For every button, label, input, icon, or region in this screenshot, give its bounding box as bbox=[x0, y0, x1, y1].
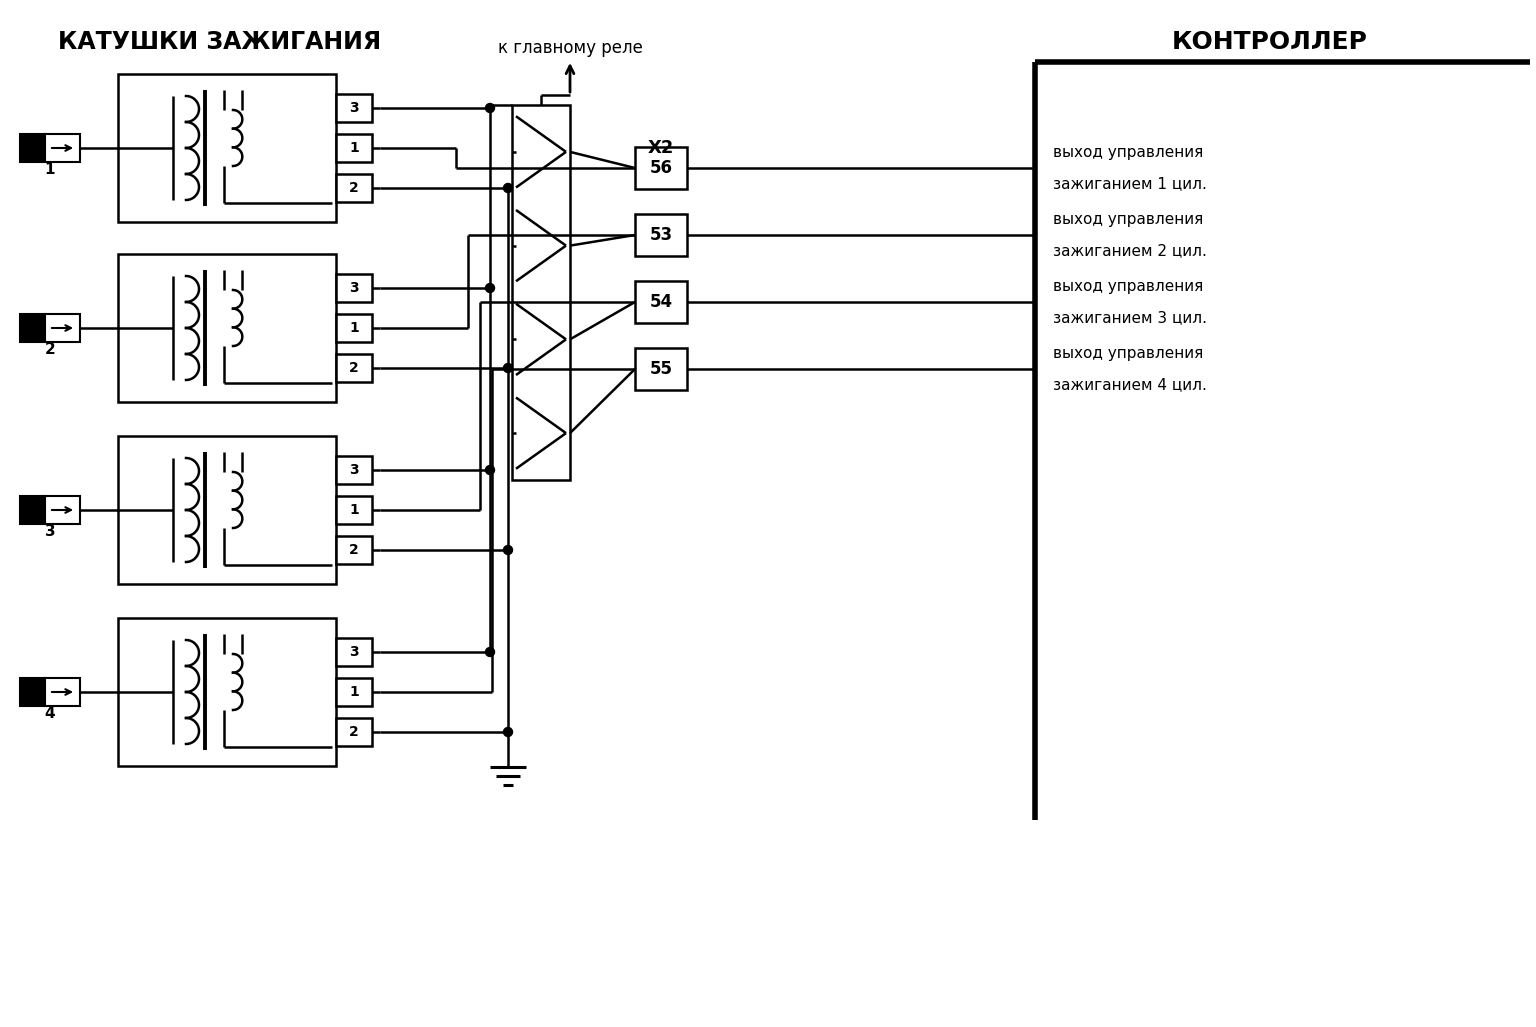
Bar bbox=[336, 134, 372, 162]
Circle shape bbox=[504, 545, 513, 555]
Bar bbox=[45, 496, 80, 524]
Text: выход управления: выход управления bbox=[1054, 346, 1203, 362]
Circle shape bbox=[485, 283, 495, 293]
Text: КАТУШКИ ЗАЖИГАНИЯ: КАТУШКИ ЗАЖИГАНИЯ bbox=[58, 30, 381, 54]
Text: 3: 3 bbox=[349, 101, 359, 115]
Text: 54: 54 bbox=[650, 293, 673, 311]
Text: выход управления: выход управления bbox=[1054, 145, 1203, 160]
Bar bbox=[336, 678, 372, 706]
Bar bbox=[336, 496, 372, 524]
Text: зажиганием 3 цил.: зажиганием 3 цил. bbox=[1054, 310, 1207, 325]
Text: 56: 56 bbox=[650, 159, 673, 177]
Text: КОНТРОЛЛЕР: КОНТРОЛЛЕР bbox=[1172, 30, 1369, 54]
Text: выход управления: выход управления bbox=[1054, 279, 1203, 294]
Text: 2: 2 bbox=[349, 543, 359, 557]
Bar bbox=[336, 456, 372, 484]
Text: 3: 3 bbox=[45, 525, 55, 539]
Text: 55: 55 bbox=[650, 360, 673, 378]
Bar bbox=[634, 214, 687, 256]
Text: 3: 3 bbox=[349, 463, 359, 477]
Bar bbox=[20, 134, 45, 162]
Text: к главному реле: к главному реле bbox=[498, 39, 642, 58]
Bar bbox=[634, 281, 687, 324]
Bar bbox=[336, 718, 372, 746]
Text: 53: 53 bbox=[650, 226, 673, 244]
Circle shape bbox=[504, 727, 513, 736]
Circle shape bbox=[485, 465, 495, 474]
Text: 4: 4 bbox=[45, 707, 55, 722]
Text: 2: 2 bbox=[349, 181, 359, 195]
Circle shape bbox=[485, 104, 495, 113]
Bar bbox=[336, 638, 372, 665]
Bar bbox=[511, 105, 570, 480]
Bar bbox=[336, 174, 372, 202]
Text: выход управления: выход управления bbox=[1054, 212, 1203, 227]
Circle shape bbox=[504, 364, 513, 373]
Bar bbox=[20, 496, 45, 524]
Text: 1: 1 bbox=[349, 503, 359, 517]
Bar bbox=[45, 678, 80, 706]
Text: 3: 3 bbox=[349, 281, 359, 295]
Bar bbox=[118, 74, 336, 222]
Text: X2: X2 bbox=[648, 139, 674, 157]
Bar bbox=[336, 354, 372, 382]
Bar bbox=[634, 348, 687, 390]
Text: 3: 3 bbox=[349, 645, 359, 659]
Bar bbox=[118, 618, 336, 766]
Text: 1: 1 bbox=[45, 162, 55, 178]
Bar bbox=[336, 314, 372, 342]
Text: 2: 2 bbox=[45, 342, 55, 357]
Bar bbox=[20, 314, 45, 342]
Bar bbox=[45, 314, 80, 342]
Text: зажиганием 1 цил.: зажиганием 1 цил. bbox=[1054, 176, 1207, 191]
Text: 1: 1 bbox=[349, 141, 359, 155]
Bar bbox=[336, 274, 372, 302]
Bar bbox=[118, 254, 336, 402]
Text: 2: 2 bbox=[349, 725, 359, 739]
Bar bbox=[336, 94, 372, 122]
Bar bbox=[118, 436, 336, 584]
Bar bbox=[20, 678, 45, 706]
Text: зажиганием 2 цил.: зажиганием 2 цил. bbox=[1054, 243, 1207, 258]
Circle shape bbox=[504, 184, 513, 192]
Bar bbox=[45, 134, 80, 162]
Text: зажиганием 4 цил.: зажиганием 4 цил. bbox=[1054, 377, 1207, 392]
Circle shape bbox=[485, 647, 495, 656]
Bar bbox=[634, 147, 687, 189]
Bar bbox=[336, 536, 372, 564]
Text: 1: 1 bbox=[349, 685, 359, 699]
Text: 2: 2 bbox=[349, 362, 359, 375]
Text: 1: 1 bbox=[349, 321, 359, 335]
